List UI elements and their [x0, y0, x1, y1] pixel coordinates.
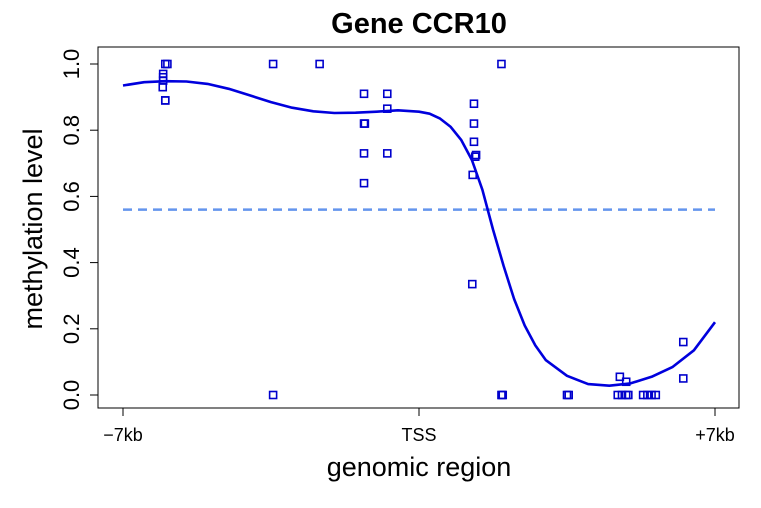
- data-point: [467, 279, 477, 289]
- data-point: [360, 119, 370, 128]
- smoothed-fit-curve: [122, 79, 717, 387]
- data-point: [268, 59, 278, 69]
- data-point: [163, 59, 172, 69]
- y-tick-label: 0.0: [59, 380, 84, 411]
- x-tick-label: +7kb: [695, 425, 735, 445]
- x-tick-label: TSS: [401, 425, 436, 445]
- data-point: [469, 119, 479, 128]
- data-point: [160, 96, 170, 105]
- data-point: [160, 59, 170, 69]
- y-tick-label: 0.4: [59, 247, 84, 278]
- x-tick-label: −7kb: [103, 425, 143, 445]
- plot-frame: [97, 46, 740, 409]
- data-point: [678, 337, 688, 347]
- y-axis-label: methylation level: [18, 128, 48, 329]
- data-point: [268, 390, 278, 400]
- data-point: [469, 99, 479, 109]
- x-axis-label: genomic region: [327, 452, 512, 482]
- data-point: [359, 149, 369, 158]
- data-point: [160, 96, 170, 105]
- data-point: [621, 377, 631, 387]
- y-axis: 0.0 0.2 0.4 0.6 0.8 1.0: [59, 49, 99, 411]
- data-point: [471, 150, 481, 160]
- data-point: [315, 59, 324, 69]
- data-point: [564, 390, 573, 400]
- data-point: [469, 137, 479, 147]
- y-tick-label: 0.2: [59, 314, 84, 345]
- y-tick-label: 0.6: [59, 181, 84, 212]
- data-point: [678, 374, 688, 383]
- data-point: [651, 390, 661, 400]
- data-point: [158, 82, 168, 92]
- x-axis: −7kb TSS +7kb: [103, 407, 735, 445]
- y-tick-label: 0.8: [59, 115, 84, 146]
- chart-title: Gene CCR10: [331, 8, 507, 40]
- data-point: [498, 390, 508, 400]
- data-point: [615, 372, 625, 382]
- data-points: [158, 59, 688, 400]
- data-point: [382, 149, 392, 158]
- data-point: [359, 89, 369, 99]
- data-point: [624, 390, 633, 400]
- data-point: [382, 89, 392, 99]
- data-point: [470, 152, 480, 161]
- data-point: [497, 59, 506, 69]
- data-point: [359, 178, 369, 188]
- y-tick-label: 1.0: [59, 49, 84, 80]
